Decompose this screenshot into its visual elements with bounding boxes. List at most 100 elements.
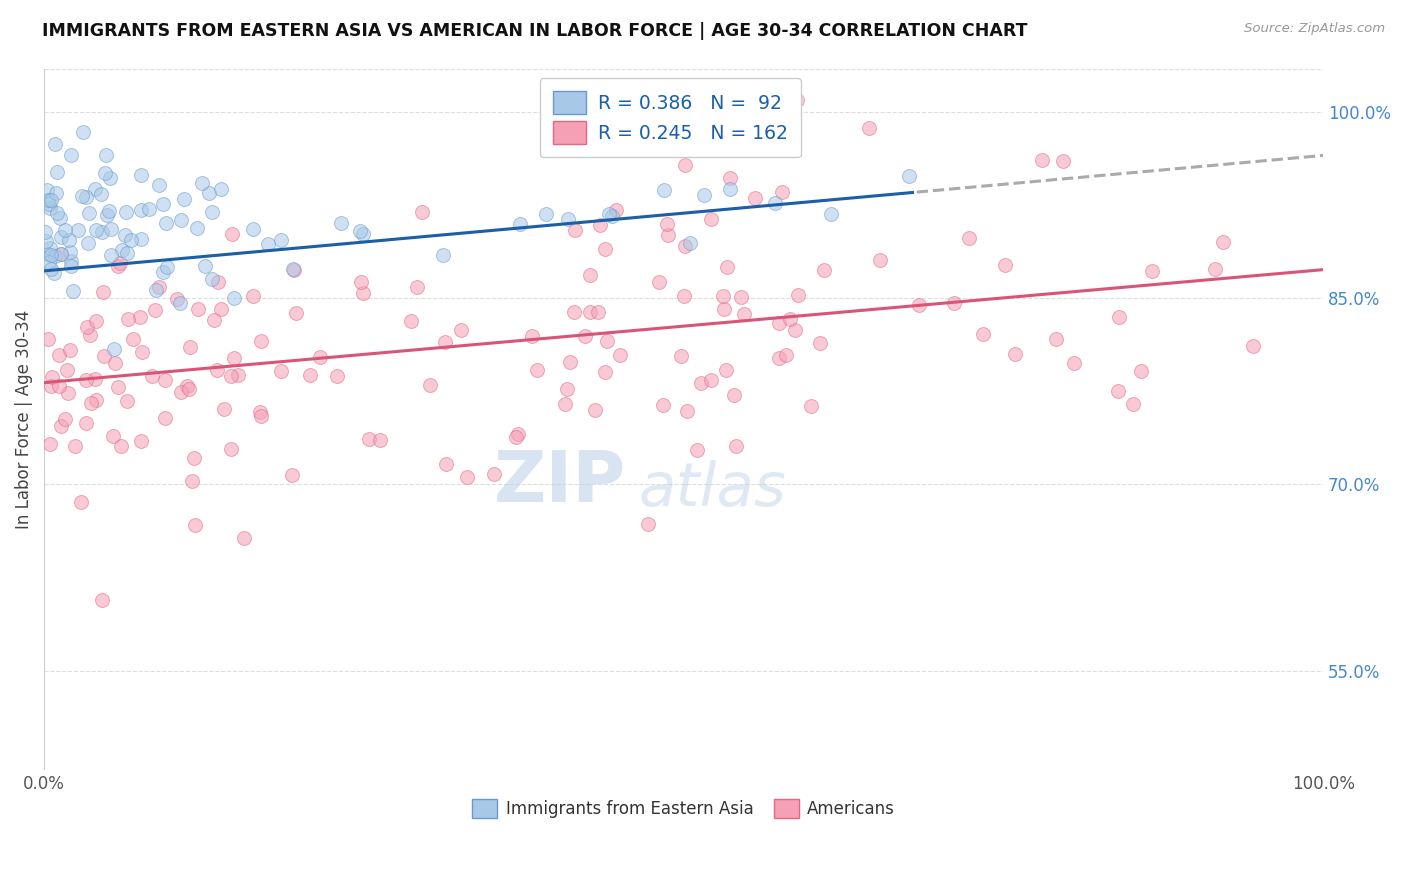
Point — [38, 202, 60, 216]
Point — [505, 430, 527, 444]
Point — [1241, 339, 1264, 353]
Point — [399, 314, 422, 328]
Point — [49, 230, 72, 244]
Legend: Immigrants from Eastern Asia, Americans: Immigrants from Eastern Asia, Americans — [465, 792, 901, 825]
Point — [76, 320, 98, 334]
Point — [131, 344, 153, 359]
Point — [155, 373, 177, 387]
Point — [1107, 384, 1129, 398]
Point — [1063, 356, 1085, 370]
Point — [763, 195, 786, 210]
Point — [411, 205, 433, 219]
Point — [554, 397, 576, 411]
Point — [45, 186, 67, 200]
Point — [672, 289, 695, 303]
Point — [39, 379, 62, 393]
Point — [59, 254, 82, 268]
Point — [434, 458, 457, 472]
Point — [652, 183, 675, 197]
Point — [143, 303, 166, 318]
Point — [44, 137, 66, 152]
Point — [808, 336, 831, 351]
Point — [637, 516, 659, 531]
Point — [115, 245, 138, 260]
Point — [100, 247, 122, 261]
Point — [79, 206, 101, 220]
Point — [718, 182, 741, 196]
Point — [93, 349, 115, 363]
Point — [768, 316, 790, 330]
Point — [858, 120, 880, 135]
Point — [820, 207, 842, 221]
Point — [574, 328, 596, 343]
Point — [35, 234, 58, 248]
Point — [209, 302, 232, 317]
Point — [249, 404, 271, 418]
Point — [586, 305, 609, 319]
Point — [972, 326, 994, 341]
Point — [90, 187, 112, 202]
Point — [98, 171, 121, 186]
Point — [224, 351, 246, 365]
Point — [744, 191, 766, 205]
Point — [209, 182, 232, 196]
Point — [38, 241, 60, 255]
Point — [609, 348, 631, 362]
Point — [180, 474, 202, 488]
Point — [39, 436, 62, 450]
Point — [75, 190, 97, 204]
Point — [557, 212, 579, 227]
Point — [148, 178, 170, 192]
Point — [129, 310, 152, 324]
Point — [111, 243, 134, 257]
Point — [593, 365, 616, 379]
Point — [725, 439, 748, 453]
Point — [110, 439, 132, 453]
Point — [141, 369, 163, 384]
Point — [65, 440, 87, 454]
Point — [233, 531, 256, 545]
Point — [352, 285, 374, 300]
Point — [596, 334, 619, 348]
Point — [39, 193, 62, 207]
Point — [1108, 310, 1130, 324]
Point — [93, 166, 115, 180]
Point — [718, 171, 741, 186]
Point — [70, 495, 93, 509]
Point — [84, 314, 107, 328]
Point — [153, 411, 176, 425]
Point — [122, 332, 145, 346]
Point — [357, 432, 380, 446]
Point — [733, 307, 755, 321]
Point — [75, 373, 97, 387]
Point — [75, 416, 97, 430]
Point — [657, 228, 679, 243]
Point — [700, 373, 723, 387]
Text: Source: ZipAtlas.com: Source: ZipAtlas.com — [1244, 22, 1385, 36]
Point — [138, 202, 160, 217]
Point — [673, 158, 696, 172]
Point — [869, 252, 891, 267]
Point — [1204, 261, 1226, 276]
Point — [202, 312, 225, 326]
Point — [201, 205, 224, 219]
Point — [283, 262, 305, 277]
Point — [53, 223, 76, 237]
Point — [943, 295, 966, 310]
Point — [108, 256, 131, 270]
Point — [129, 434, 152, 449]
Point — [59, 245, 82, 260]
Point — [1052, 154, 1074, 169]
Point — [249, 334, 271, 348]
Point — [783, 322, 806, 336]
Point — [107, 260, 129, 274]
Point — [898, 169, 921, 183]
Point — [598, 206, 620, 220]
Point — [155, 216, 177, 230]
Point — [131, 202, 153, 217]
Point — [651, 398, 673, 412]
Text: atlas: atlas — [638, 460, 787, 519]
Point — [117, 393, 139, 408]
Point — [1045, 332, 1067, 346]
Point — [100, 221, 122, 235]
